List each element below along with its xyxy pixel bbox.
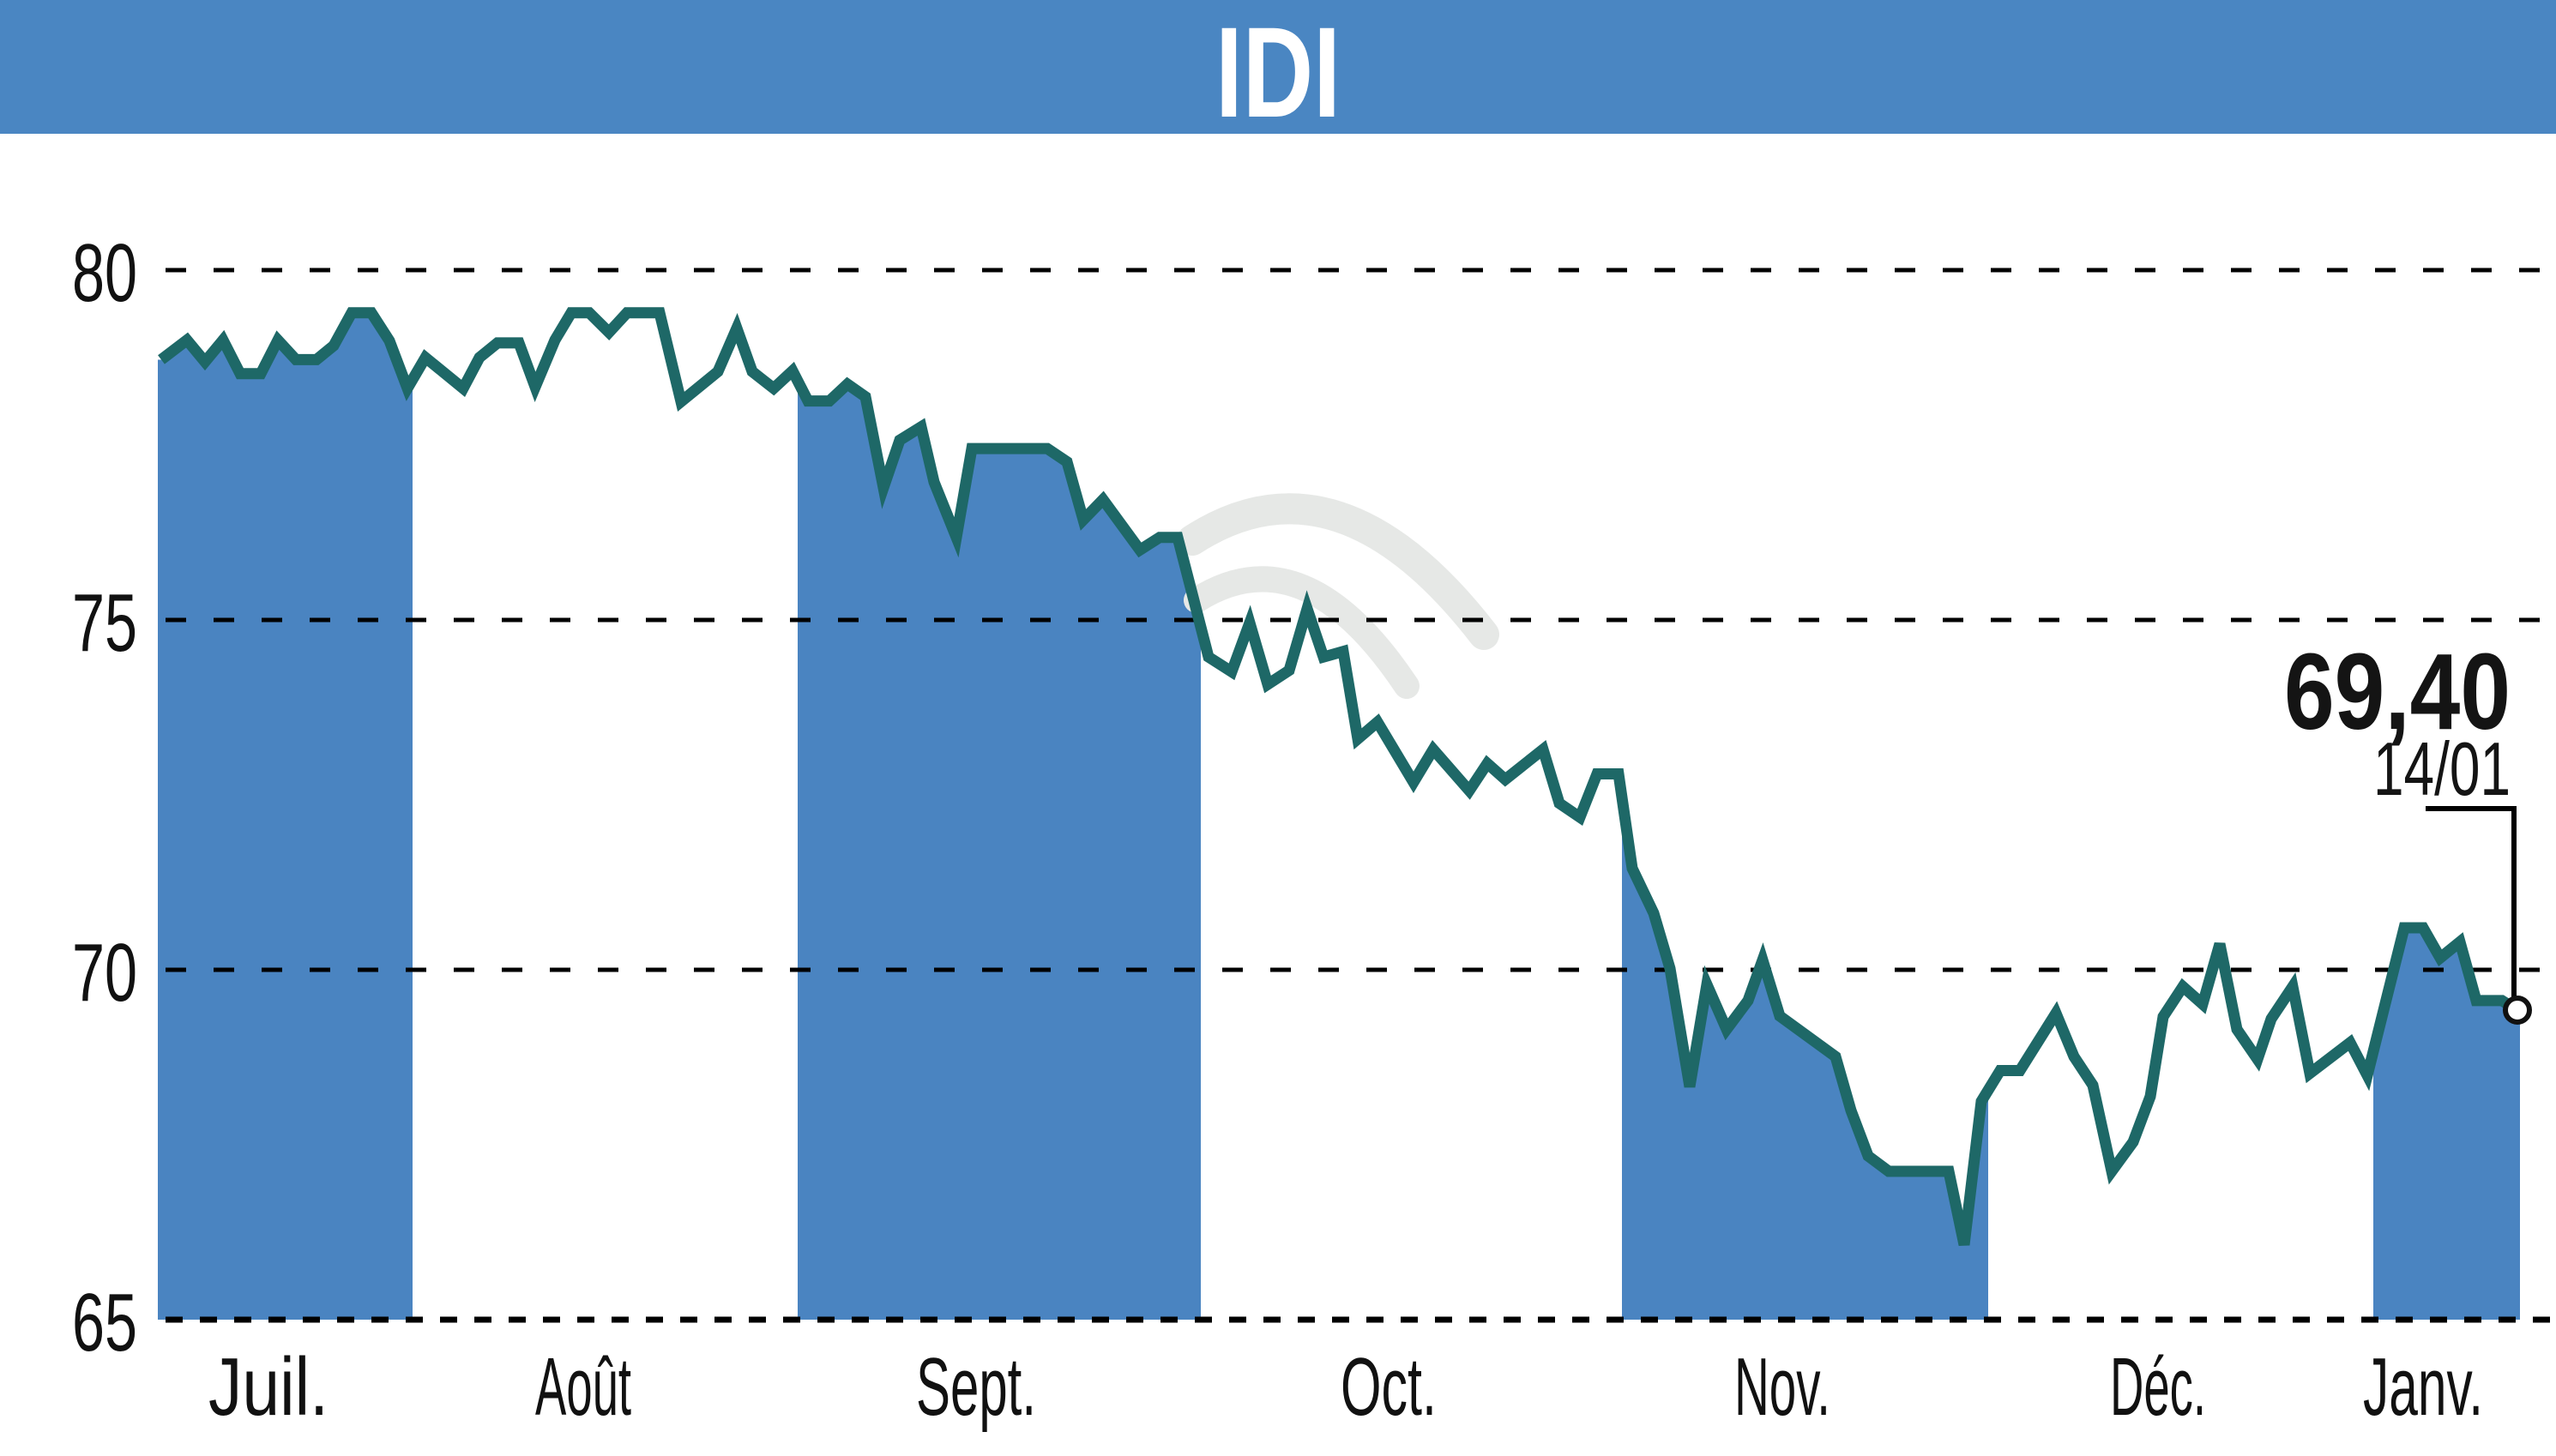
y-tick-label: 65 xyxy=(72,1277,137,1369)
y-tick-label: 80 xyxy=(72,227,137,319)
header-band xyxy=(0,0,2556,134)
price-line xyxy=(158,307,2521,1247)
month-band-2 xyxy=(798,381,1201,1321)
x-axis-labels: Juil. Août Sept. Oct. Nov. Déc. Janv. xyxy=(208,1341,2483,1433)
x-tick-label: Juil. xyxy=(208,1341,329,1433)
x-tick-label: Nov. xyxy=(1734,1341,1830,1433)
x-tick-label: Août xyxy=(535,1341,631,1433)
month-band-4 xyxy=(1622,797,1988,1320)
chart-title: IDI xyxy=(1215,0,1341,144)
y-tick-label: 75 xyxy=(72,577,137,669)
annotation-leader-line xyxy=(2426,806,2517,1000)
y-axis-labels: 65 70 75 80 xyxy=(72,227,137,1369)
x-tick-label: Déc. xyxy=(2110,1341,2206,1433)
month-band-0 xyxy=(158,312,413,1320)
month-band-6 xyxy=(2373,928,2520,1320)
x-tick-label: Sept. xyxy=(916,1341,1036,1433)
y-tick-label: 70 xyxy=(72,927,137,1019)
last-date-label: 14/01 xyxy=(2373,726,2511,811)
month-bands xyxy=(158,312,2520,1321)
x-tick-label: Oct. xyxy=(1341,1341,1437,1433)
gridlines xyxy=(166,268,2556,1323)
watermark-logo-icon xyxy=(1177,493,1499,699)
x-tick-label: Janv. xyxy=(2363,1341,2483,1433)
last-value-label: 69,40 xyxy=(2284,631,2511,752)
last-point-marker-icon xyxy=(2503,996,2532,1025)
